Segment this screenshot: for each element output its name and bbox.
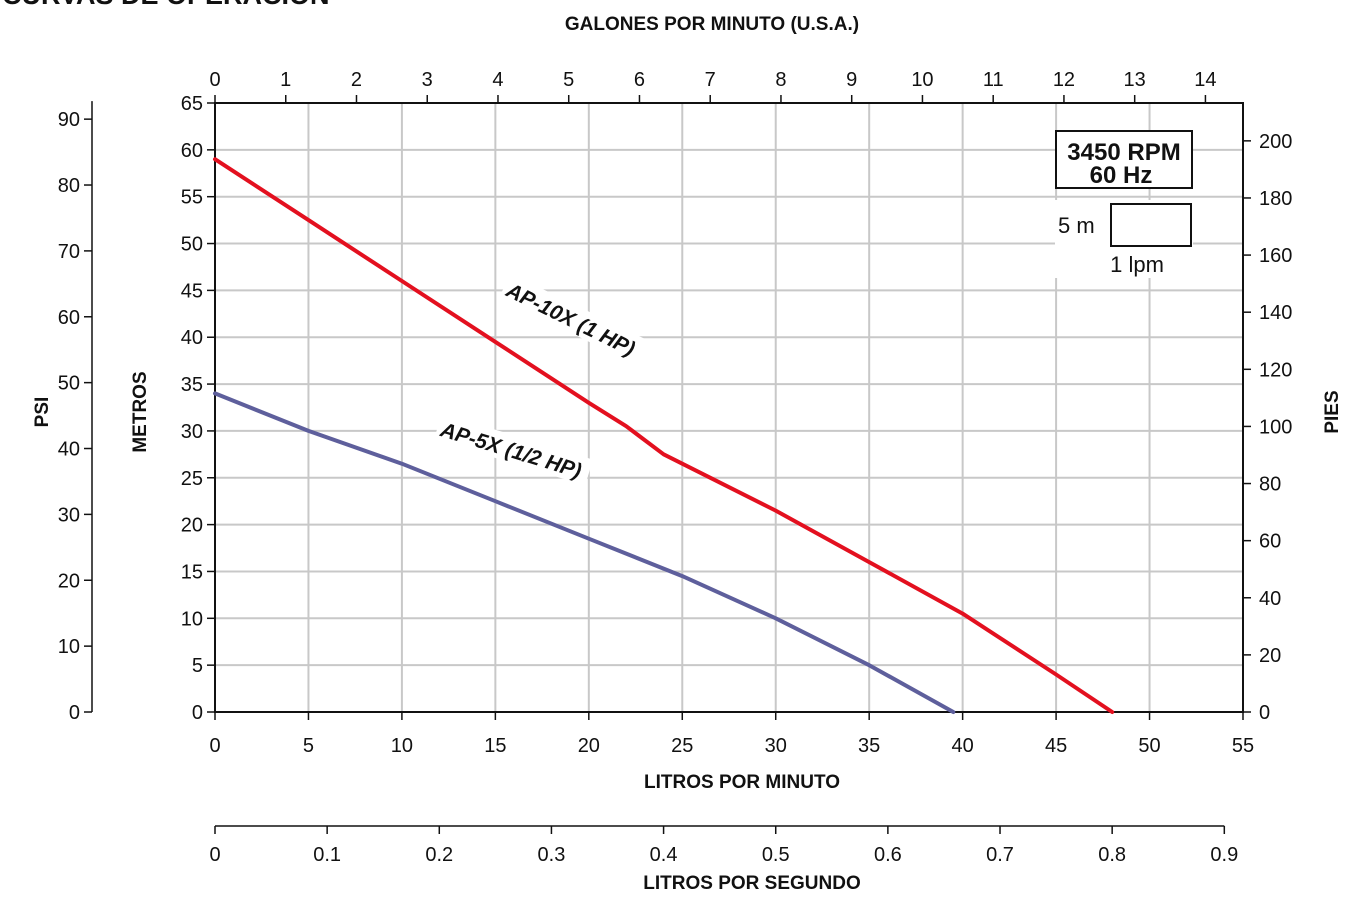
scale-box: 5 m 1 lpm [1055, 200, 1193, 278]
y-tick-label: 60 [181, 140, 203, 162]
y-tick-label: 35 [181, 374, 203, 396]
psi-tick-label: 20 [58, 570, 80, 592]
y-axis-title: METROS [130, 371, 151, 452]
top-axis-title: GALONES POR MINUTO (U.S.A.) [565, 14, 859, 35]
y-tick-label: 65 [181, 93, 203, 115]
x-tick-label: 5 [303, 735, 314, 757]
psi-tick-label: 60 [58, 307, 80, 329]
right-tick-label: 20 [1259, 645, 1281, 667]
right-tick-label: 80 [1259, 474, 1281, 496]
lps-tick-label: 0.3 [538, 844, 566, 866]
x-tick-label: 50 [1138, 735, 1160, 757]
top-tick-label: 1 [280, 69, 291, 91]
axes: 0 5 10 15 20 25 30 35 40 45 50 55051015202530354045… [58, 69, 1293, 866]
top-tick-label: 4 [492, 69, 503, 91]
psi-tick-label: 50 [58, 373, 80, 395]
y-tick-label: 20 [181, 515, 203, 537]
lps-tick-label: 0.2 [425, 844, 453, 866]
right-tick-label: 200 [1259, 131, 1292, 153]
right-tick-label: 60 [1259, 531, 1281, 553]
top-tick-label: 12 [1053, 69, 1075, 91]
rpm-badge-line1: 3450 RPM [1067, 139, 1180, 166]
right-tick-label: 140 [1259, 302, 1292, 324]
scale-height-label: 5 m [1058, 213, 1095, 238]
y-tick-label: 5 [192, 655, 203, 677]
x2-axis-title: LITROS POR SEGUNDO [643, 873, 860, 894]
lps-tick-label: 0.4 [650, 844, 678, 866]
psi-tick-label: 80 [58, 175, 80, 197]
right-tick-label: 0 [1259, 702, 1270, 724]
x-tick-label: 15 [484, 735, 506, 757]
x-tick-label: 35 [858, 735, 880, 757]
top-tick-label: 13 [1124, 69, 1146, 91]
x-tick-label: 30 [765, 735, 787, 757]
lps-tick-label: 0 [209, 844, 220, 866]
rpm-badge-line2: 60 Hz [1090, 162, 1153, 189]
top-tick-label: 0 [209, 69, 220, 91]
plot-frame [214, 102, 1244, 713]
lps-tick-label: 0.6 [874, 844, 902, 866]
x-tick-label: 20 [578, 735, 600, 757]
x-tick-label: 40 [952, 735, 974, 757]
right-tick-label: 160 [1259, 245, 1292, 267]
x-tick-label: 10 [391, 735, 413, 757]
rpm-badge: 3450 RPM 60 Hz [1055, 130, 1193, 189]
y-tick-label: 50 [181, 234, 203, 256]
top-tick-label: 6 [634, 69, 645, 91]
curve-label-bg [434, 413, 593, 486]
y-tick-label: 55 [181, 187, 203, 209]
top-tick-label: 8 [775, 69, 786, 91]
psi-tick-label: 40 [58, 439, 80, 461]
grid [215, 103, 1243, 712]
psi-tick-label: 10 [58, 636, 80, 658]
top-tick-label: 3 [422, 69, 433, 91]
psi-tick-label: 0 [69, 702, 80, 724]
right-tick-label: 40 [1259, 588, 1281, 610]
lps-tick-label: 0.5 [762, 844, 790, 866]
lps-tick-label: 0.8 [1098, 844, 1126, 866]
series-line-1 [213, 157, 1115, 714]
top-tick-label: 2 [351, 69, 362, 91]
right-axis-title: PIES [1322, 390, 1343, 433]
y-tick-label: 40 [181, 327, 203, 349]
right-tick-label: 100 [1259, 416, 1292, 438]
y-tick-label: 30 [181, 421, 203, 443]
psi-tick-label: 90 [58, 109, 80, 131]
plot-area [215, 103, 1243, 712]
y-tick-label: 15 [181, 561, 203, 583]
psi-tick-label: 70 [58, 241, 80, 263]
x-tick-label: 45 [1045, 735, 1067, 757]
top-tick-label: 11 [983, 69, 1004, 91]
curve-label-bg [498, 273, 644, 363]
top-tick-label: 9 [846, 69, 857, 91]
psi-tick-label: 30 [58, 504, 80, 526]
lps-tick-label: 0.9 [1210, 844, 1238, 866]
top-tick-label: 7 [705, 69, 716, 91]
scale-width-label: 1 lpm [1110, 252, 1164, 277]
x-axis-title: LITROS POR MINUTO [644, 772, 840, 793]
top-tick-label: 10 [911, 69, 933, 91]
right-tick-label: 120 [1259, 359, 1292, 381]
x-tick-label: 0 [209, 735, 220, 757]
right-tick-label: 180 [1259, 188, 1292, 210]
series-line-2 [213, 391, 956, 714]
y-tick-label: 0 [192, 702, 203, 724]
lps-tick-label: 0.7 [986, 844, 1014, 866]
psi-axis-title: PSI [32, 397, 53, 428]
x-tick-label: 25 [671, 735, 693, 757]
y-tick-label: 10 [181, 608, 203, 630]
top-tick-label: 5 [563, 69, 574, 91]
x-tick-label: 55 [1232, 735, 1254, 757]
series-lines [213, 157, 1115, 714]
top-tick-label: 14 [1194, 69, 1216, 91]
y-tick-label: 45 [181, 280, 203, 302]
lps-tick-label: 0.1 [313, 844, 341, 866]
y-tick-label: 25 [181, 468, 203, 490]
chart-title: CURVAS DE OPERACIÓN [2, 0, 330, 10]
